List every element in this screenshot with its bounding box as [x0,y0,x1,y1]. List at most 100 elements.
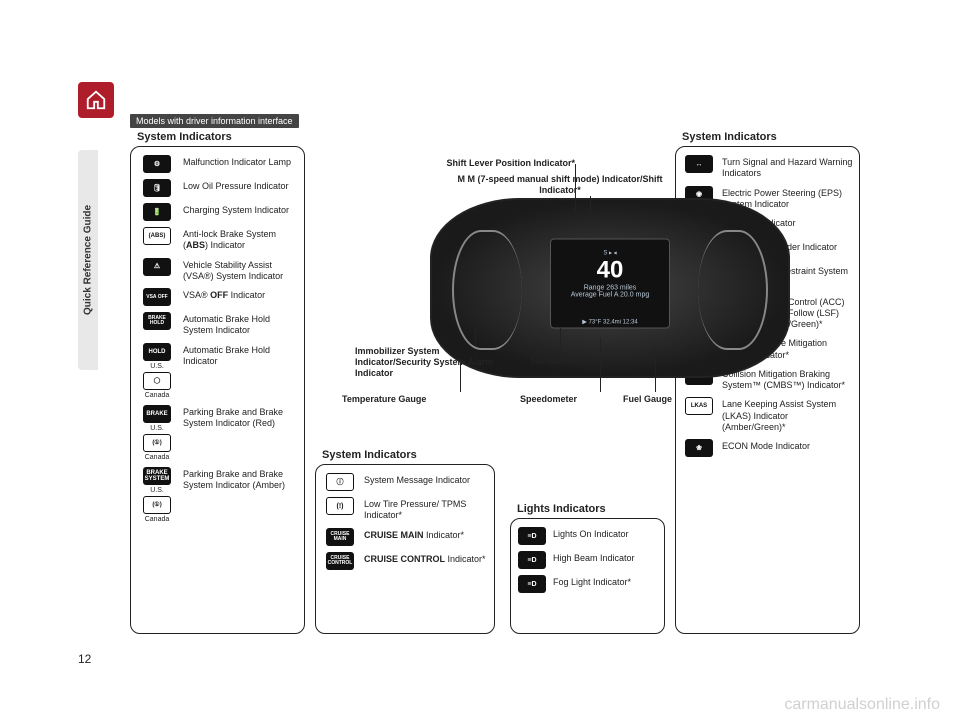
watermark: carmanualsonline.info [784,696,940,714]
callout-temp: Temperature Gauge [342,394,426,405]
indicator-icon: CRUISE MAIN [326,528,354,546]
indicator-icon: (①) [143,496,171,514]
indicator-icon: (ABS) [143,227,171,245]
panel-lights-title: Lights Indicators [515,503,608,515]
indicator-icon: (①) [143,434,171,452]
indicator-icon-col: 🔋 [137,203,177,221]
indicator-icon-col: ≡D [517,527,547,545]
callout-tach: Tachometer [530,356,580,367]
indicator-icon: ◯ [143,372,171,390]
callout-shift: Shift Lever Position Indicator* [375,158,575,169]
region-label: Canada [145,454,170,461]
temp-gauge-icon [452,230,522,350]
indicator-row: VSA OFF VSA® OFF Indicator [137,288,298,306]
speed-value: 40 [551,257,669,285]
indicator-icon-col: 🛢 [137,179,177,197]
indicator-icon-col: BRAKE SYSTEMU.S.(①)Canada [137,467,177,523]
indicator-icon: BRAKE SYSTEM [143,467,171,485]
indicator-icon-col: BRAKE U.S. (①) Canada [137,405,177,461]
indicator-desc: CRUISE CONTROL Indicator* [364,552,486,565]
indicator-icon: ❀ [685,439,713,457]
indicator-icon: ⚠ [143,258,171,276]
indicator-icon: ≡D [518,527,546,545]
indicator-desc: Fog Light Indicator* [553,575,631,588]
indicator-desc: Automatic Brake Hold System Indicator [183,312,298,337]
indicator-desc: High Beam Indicator [553,551,635,564]
indicator-icon-col: ≡D [517,551,547,569]
indicator-row: ⓘSystem Message Indicator [322,473,488,491]
panel-mid: System Indicators ⓘSystem Message Indica… [315,464,495,634]
indicator-row: ≡DLights On Indicator [517,527,658,545]
indicator-icon: ⚙ [143,155,171,173]
indicator-row: ⚙ Malfunction Indicator Lamp [137,155,298,173]
callout-fuel: Fuel Gauge [623,394,672,405]
avg-text: Average Fuel A 20.0 mpg [551,292,669,299]
indicator-icon: 🔋 [143,203,171,221]
indicator-row: (!) Low Tire Pressure/ TPMS Indicator* [322,497,488,522]
callout-m-mode-text: M (7-speed manual shift mode) Indicator/… [467,174,662,195]
range-text: Range 263 miles [551,285,669,292]
indicator-row: (ABS)Anti-lock Brake System (ABS) Indica… [137,227,298,252]
indicator-row: BRAKE SYSTEMU.S.(①)CanadaParking Brake a… [137,467,298,523]
indicator-row: ≡D High Beam Indicator [517,551,658,569]
indicator-icon: (!) [326,497,354,515]
region-label: U.S. [150,363,164,370]
indicator-desc: Low Oil Pressure Indicator [183,179,289,192]
panel-mid-title: System Indicators [320,449,419,461]
indicator-row: BRAKE HOLD Automatic Brake Hold System In… [137,312,298,337]
indicator-desc: Malfunction Indicator Lamp [183,155,291,168]
callout-speedo: Speedometer [520,394,577,405]
indicator-icon: 🛢 [143,179,171,197]
indicator-icon: ⓘ [326,473,354,491]
indicator-desc: CRUISE MAIN Indicator* [364,528,464,541]
indicator-icon-col: ⚠ [137,258,177,276]
indicator-icon-col: ≡D [517,575,547,593]
indicator-row: LKAS Lane Keeping Assist System (LKAS) In… [682,397,853,433]
region-label: U.S. [150,425,164,432]
indicator-icon: ↔ [685,155,713,173]
indicator-desc: Charging System Indicator [183,203,289,216]
indicator-row: 🛢 Low Oil Pressure Indicator [137,179,298,197]
indicator-icon-col: HOLDU.S.◯Canada [137,343,177,399]
indicator-icon: LKAS [685,397,713,415]
bottom-bar: ▶ 73°F 32.4mi 12:34 [551,319,669,326]
indicator-icon-col: ❀ [682,439,716,457]
indicator-icon-col: CRUISE MAIN [322,528,358,546]
indicator-row: ≡D Fog Light Indicator* [517,575,658,593]
indicator-desc: VSA® OFF Indicator [183,288,265,301]
side-tab: Quick Reference Guide [78,150,98,370]
indicator-desc: Lane Keeping Assist System (LKAS) Indica… [722,397,853,433]
indicator-icon-col: LKAS [682,397,716,415]
page-number: 12 [78,652,91,666]
indicator-row: 🔋 Charging System Indicator [137,203,298,221]
indicator-icon-col: VSA OFF [137,288,177,306]
home-button[interactable] [78,82,114,118]
indicator-icon: BRAKE [143,405,171,423]
panel-lights: Lights Indicators ≡DLights On Indicator≡… [510,518,665,634]
indicator-icon-col: (!) [322,497,358,515]
panel-left: System Indicators ⚙Malfunction Indicator… [130,146,305,634]
cluster-screen: S ▸ ◂ 40 Range 263 miles Average Fuel A … [550,239,670,329]
panel-right-title: System Indicators [680,131,779,143]
home-icon [85,89,107,111]
indicator-row: CRUISE MAIN CRUISE MAIN Indicator* [322,528,488,546]
indicator-desc: ECON Mode Indicator [722,439,810,452]
callout-m-mode: M M (7-speed manual shift mode) Indicato… [440,174,680,196]
indicator-row: ❀ ECON Mode Indicator [682,439,853,457]
indicator-icon: VSA OFF [143,288,171,306]
indicator-icon: HOLD [143,343,171,361]
model-badge: Models with driver information interface [130,114,299,128]
fuel-gauge-icon [698,230,768,350]
indicator-desc: Vehicle Stability Assist (VSA®) System I… [183,258,298,283]
indicator-icon-col: CRUISE CONTROL [322,552,358,570]
indicator-icon-col: ⓘ [322,473,358,491]
indicator-icon-col: (ABS) [137,227,177,245]
region-label: U.S. [150,487,164,494]
callout-immobilizer: Immobilizer System Indicator/Security Sy… [355,346,505,378]
indicator-desc: Parking Brake and Brake System Indicator… [183,467,298,492]
indicator-row: ↔Turn Signal and Hazard Warning Indicato… [682,155,853,180]
indicator-icon-col: BRAKE HOLD [137,312,177,330]
indicator-desc: Parking Brake and Brake System Indicator… [183,405,298,430]
indicator-row: HOLDU.S.◯CanadaAutomatic Brake Hold Indi… [137,343,298,399]
indicator-desc: Low Tire Pressure/ TPMS Indicator* [364,497,488,522]
